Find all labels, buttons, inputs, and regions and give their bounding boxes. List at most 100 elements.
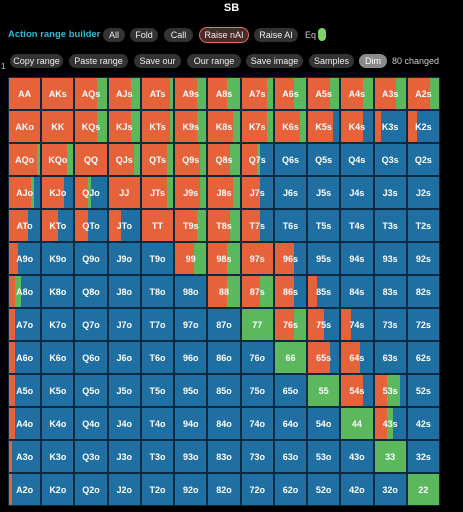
hand-cell[interactable]: AJs (107, 77, 141, 110)
hand-cell[interactable]: A2s (406, 77, 440, 110)
filter-button[interactable]: Call (164, 28, 193, 42)
hand-cell[interactable]: 87o (207, 308, 241, 341)
hand-cell[interactable]: Q5o (74, 374, 108, 407)
hand-cell[interactable]: A8o (8, 275, 42, 308)
hand-cell[interactable]: T7s (240, 209, 274, 242)
hand-cell[interactable]: 92s (406, 242, 440, 275)
filter-button[interactable]: Raise AI (254, 28, 298, 42)
hand-cell[interactable]: K2o (41, 473, 75, 506)
hand-cell[interactable]: 64s (340, 341, 374, 374)
hand-cell[interactable]: Q7s (240, 143, 274, 176)
hand-cell[interactable]: 32o (373, 473, 407, 506)
hand-cell[interactable]: T9s (174, 209, 208, 242)
hand-cell[interactable]: AKs (41, 77, 75, 110)
hand-cell[interactable]: 82o (207, 473, 241, 506)
hand-cell[interactable]: J6s (273, 176, 308, 209)
hand-cell[interactable]: 95o (174, 374, 208, 407)
hand-cell[interactable]: K4s (340, 110, 374, 143)
hand-cell[interactable]: A7o (8, 308, 42, 341)
hand-cell[interactable]: J2o (107, 473, 141, 506)
hand-cell[interactable]: 83o (207, 440, 241, 473)
hand-cell[interactable]: T3s (373, 209, 407, 242)
hand-cell[interactable]: J4o (107, 407, 141, 440)
hand-cell[interactable]: K6o (41, 341, 75, 374)
hand-cell[interactable]: 54o (307, 407, 341, 440)
hand-cell[interactable]: K3s (373, 110, 407, 143)
hand-cell[interactable]: 96o (174, 341, 208, 374)
hand-cell[interactable]: A4s (340, 77, 374, 110)
hand-cell[interactable]: 65o (273, 374, 308, 407)
hand-cell[interactable]: 62o (273, 473, 308, 506)
hand-cell[interactable]: 72s (406, 308, 440, 341)
hand-cell[interactable]: AKo (8, 110, 42, 143)
hand-cell[interactable]: Q6o (74, 341, 108, 374)
hand-cell[interactable]: 42o (340, 473, 374, 506)
filter-button[interactable]: All (103, 28, 125, 42)
filter-button[interactable]: Raise nAI (199, 27, 249, 43)
tool-button[interactable]: Save our (134, 54, 181, 68)
hand-cell[interactable]: 94s (340, 242, 374, 275)
hand-cell[interactable]: K7o (41, 308, 75, 341)
hand-cell[interactable]: J2s (406, 176, 440, 209)
hand-cell[interactable]: KQo (41, 143, 75, 176)
hand-cell[interactable]: 97s (240, 242, 274, 275)
hand-cell[interactable]: 98s (207, 242, 241, 275)
hand-cell[interactable]: AQs (74, 77, 108, 110)
hand-cell[interactable]: 84o (207, 407, 241, 440)
hand-cell[interactable]: KTs (140, 110, 175, 143)
hand-cell[interactable]: QQ (74, 143, 108, 176)
hand-cell[interactable]: J8o (107, 275, 141, 308)
hand-cell[interactable]: AA (8, 77, 42, 110)
hand-cell[interactable]: T4o (140, 407, 175, 440)
hand-cell[interactable]: 95s (307, 242, 341, 275)
hand-cell[interactable]: 92o (174, 473, 208, 506)
hand-cell[interactable]: K5s (307, 110, 341, 143)
hand-cell[interactable]: KTo (41, 209, 75, 242)
hand-cell[interactable]: Q2s (406, 143, 440, 176)
hand-cell[interactable]: 32s (406, 440, 440, 473)
hand-cell[interactable]: T8o (140, 275, 175, 308)
hand-cell[interactable]: 88 (207, 275, 241, 308)
hand-cell[interactable]: 63o (273, 440, 308, 473)
hand-cell[interactable]: T8s (207, 209, 241, 242)
hand-cell[interactable]: 85s (307, 275, 341, 308)
hand-cell[interactable]: 84s (340, 275, 374, 308)
hand-cell[interactable]: KK (41, 110, 75, 143)
hand-cell[interactable]: 94o (174, 407, 208, 440)
hand-cell[interactable]: T4s (340, 209, 374, 242)
hand-cell[interactable]: T6s (273, 209, 308, 242)
hand-cell[interactable]: J5s (307, 176, 341, 209)
tool-button[interactable]: Samples (309, 54, 354, 68)
hand-cell[interactable]: 85o (207, 374, 241, 407)
hand-cell[interactable]: A6o (8, 341, 42, 374)
hand-cell[interactable]: 64o (273, 407, 308, 440)
hand-cell[interactable]: J3o (107, 440, 141, 473)
hand-cell[interactable]: A8s (207, 77, 241, 110)
eq-toggle[interactable] (318, 28, 326, 41)
hand-cell[interactable]: 63s (373, 341, 407, 374)
hand-cell[interactable]: 74s (340, 308, 374, 341)
hand-cell[interactable]: Q6s (273, 143, 308, 176)
hand-cell[interactable]: T5o (140, 374, 175, 407)
hand-cell[interactable]: 52o (307, 473, 341, 506)
tool-button[interactable]: Copy range (10, 54, 63, 68)
hand-cell[interactable]: 43s (373, 407, 407, 440)
hand-cell[interactable]: A3s (373, 77, 407, 110)
hand-cell[interactable]: 99 (174, 242, 208, 275)
hand-cell[interactable]: 53s (373, 374, 407, 407)
hand-cell[interactable]: 93s (373, 242, 407, 275)
hand-cell[interactable]: 74o (240, 407, 274, 440)
hand-cell[interactable]: Q3o (74, 440, 108, 473)
hand-cell[interactable]: KJs (107, 110, 141, 143)
hand-cell[interactable]: AJo (8, 176, 42, 209)
hand-cell[interactable]: A9s (174, 77, 208, 110)
hand-cell[interactable]: AQo (8, 143, 42, 176)
hand-cell[interactable]: 76o (240, 341, 274, 374)
hand-cell[interactable]: 65s (307, 341, 341, 374)
hand-cell[interactable]: 53o (307, 440, 341, 473)
hand-cell[interactable]: A2o (8, 473, 42, 506)
hand-cell[interactable]: Q4o (74, 407, 108, 440)
hand-cell[interactable]: A6s (273, 77, 308, 110)
hand-cell[interactable]: QTo (74, 209, 108, 242)
hand-cell[interactable]: Q9s (174, 143, 208, 176)
